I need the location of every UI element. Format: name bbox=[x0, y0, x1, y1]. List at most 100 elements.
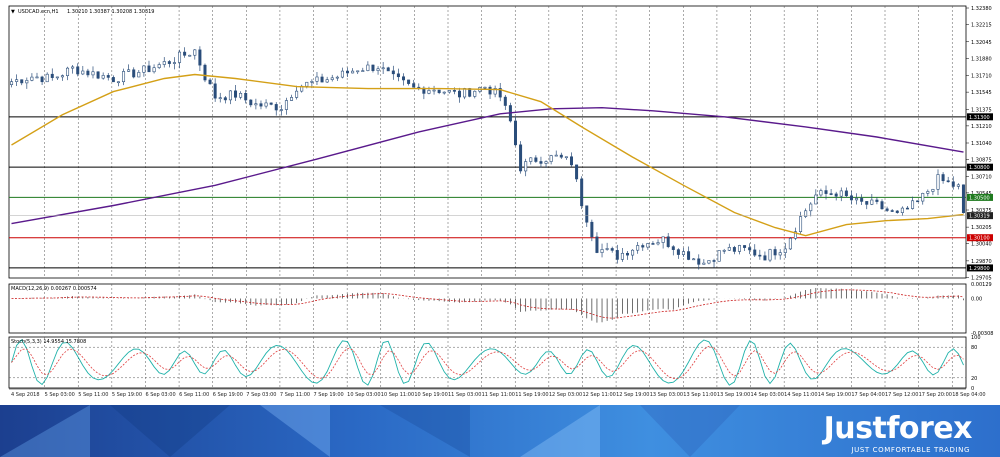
candle-body bbox=[122, 71, 126, 83]
y-tick-label: 1.32045 bbox=[971, 40, 992, 46]
candle-body bbox=[152, 67, 156, 73]
price-level-label: 1.30100 bbox=[969, 236, 990, 242]
y-tick-label: 1.31710 bbox=[971, 74, 992, 80]
x-tick-label: 10 Sep 03:00 bbox=[347, 392, 380, 398]
candle-body bbox=[671, 246, 675, 250]
candle-body bbox=[172, 62, 176, 64]
candle-body bbox=[748, 247, 752, 251]
candle-body bbox=[66, 67, 70, 76]
candle-body bbox=[330, 77, 334, 80]
candle-body bbox=[737, 245, 741, 252]
candle-body bbox=[763, 255, 767, 261]
candle-body bbox=[544, 161, 548, 164]
brand-footer: Justforex JUST COMFORTABLE TRADING bbox=[0, 405, 1000, 457]
x-tick-label: 5 Sep 11:00 bbox=[78, 392, 108, 398]
x-tick-label: 13 Sep 03:00 bbox=[650, 392, 683, 398]
candle-body bbox=[96, 71, 100, 79]
candle-body bbox=[946, 180, 950, 183]
candle-body bbox=[595, 236, 599, 253]
candle-body bbox=[183, 51, 187, 56]
candle-body bbox=[916, 200, 920, 203]
candle-body bbox=[91, 71, 95, 76]
y-tick-label: 1.31375 bbox=[971, 107, 992, 113]
candle-body bbox=[178, 51, 182, 63]
candle-body bbox=[692, 258, 696, 261]
candle-body bbox=[147, 65, 151, 73]
candle-body bbox=[132, 69, 136, 78]
stoch-y-tick-label: 20 bbox=[971, 376, 977, 382]
y-tick-label: 1.31040 bbox=[971, 141, 992, 147]
price-level-tag bbox=[967, 113, 993, 121]
candle-body bbox=[452, 90, 456, 92]
candle-body bbox=[758, 254, 762, 257]
y-tick-label: 1.30875 bbox=[971, 158, 992, 164]
candle-body bbox=[412, 83, 416, 88]
candle-body bbox=[244, 93, 248, 101]
price-level-label: 1.29800 bbox=[969, 266, 990, 272]
candle-body bbox=[839, 190, 843, 197]
candle-body bbox=[20, 79, 24, 84]
candle-body bbox=[783, 248, 787, 253]
fast-moving-average-line bbox=[11, 73, 964, 237]
x-tick-label: 14 Sep 19:00 bbox=[818, 392, 851, 398]
y-tick-label: 1.32380 bbox=[971, 6, 992, 12]
candle-body bbox=[366, 64, 370, 71]
candle-body bbox=[814, 194, 818, 205]
x-tick-label: 7 Sep 11:00 bbox=[280, 392, 310, 398]
x-tick-label: 17 Sep 12:00 bbox=[885, 392, 918, 398]
candle-body bbox=[610, 248, 614, 251]
candle-body bbox=[361, 70, 365, 72]
candle-body bbox=[351, 70, 355, 74]
x-tick-label: 17 Sep 20:00 bbox=[919, 392, 952, 398]
candle-body bbox=[188, 54, 192, 57]
candle-body bbox=[40, 76, 44, 83]
x-tick-label: 14 Sep 03:00 bbox=[751, 392, 784, 398]
candle-body bbox=[447, 90, 451, 93]
candle-body bbox=[585, 205, 589, 223]
candle-body bbox=[676, 249, 680, 255]
candle-body bbox=[208, 79, 212, 85]
candle-body bbox=[575, 164, 579, 180]
macd-y-tick-label: 0.00 bbox=[971, 296, 982, 302]
candle-body bbox=[503, 96, 507, 106]
x-tick-label: 12 Sep 03:00 bbox=[549, 392, 582, 398]
candle-body bbox=[116, 81, 120, 84]
price-level-tag bbox=[967, 163, 993, 171]
decor-triangle bbox=[380, 405, 470, 457]
price-level-label: 1.30800 bbox=[969, 165, 990, 171]
candle-body bbox=[631, 249, 635, 256]
y-tick-label: 1.29705 bbox=[971, 275, 992, 281]
candle-body bbox=[162, 61, 166, 65]
candle-body bbox=[564, 156, 568, 159]
y-tick-label: 1.32215 bbox=[971, 23, 992, 29]
candle-body bbox=[687, 251, 691, 260]
candle-body bbox=[681, 251, 685, 255]
x-tick-label: 4 Sep 2018 bbox=[11, 392, 40, 398]
stoch-y-tick-label: 0 bbox=[971, 386, 974, 392]
ohlc-readout: 1.30210 1.30387 1.30208 1.30319 bbox=[67, 9, 154, 15]
decor-triangle bbox=[110, 405, 230, 457]
x-tick-label: 7 Sep 03:00 bbox=[246, 392, 276, 398]
candle-body bbox=[335, 76, 339, 79]
y-tick-label: 1.30710 bbox=[971, 174, 992, 180]
candle-body bbox=[346, 70, 350, 74]
candle-body bbox=[895, 210, 899, 213]
x-tick-label: 7 Sep 19:00 bbox=[314, 392, 344, 398]
x-tick-label: 5 Sep 19:00 bbox=[112, 392, 142, 398]
candle-body bbox=[325, 79, 329, 83]
candle-body bbox=[625, 252, 629, 256]
candle-body bbox=[717, 250, 721, 262]
trading-chart[interactable]: 4 Sep 2018 5 Sep 03:00 5 Sep 11:00 5 Sep 19… bbox=[0, 0, 1000, 405]
candle-body bbox=[829, 193, 833, 195]
candle-body bbox=[646, 243, 650, 248]
candle-body bbox=[402, 76, 406, 81]
candle-body bbox=[849, 195, 853, 201]
x-tick-label: 18 Sep 04:00 bbox=[952, 392, 985, 398]
candle-body bbox=[25, 80, 29, 84]
candle-body bbox=[788, 238, 792, 250]
dropdown-arrow-icon: ▼ bbox=[11, 9, 15, 15]
candle-body bbox=[15, 79, 19, 82]
candle-body bbox=[473, 90, 477, 97]
candle-body bbox=[340, 70, 344, 78]
candle-body bbox=[534, 157, 538, 162]
